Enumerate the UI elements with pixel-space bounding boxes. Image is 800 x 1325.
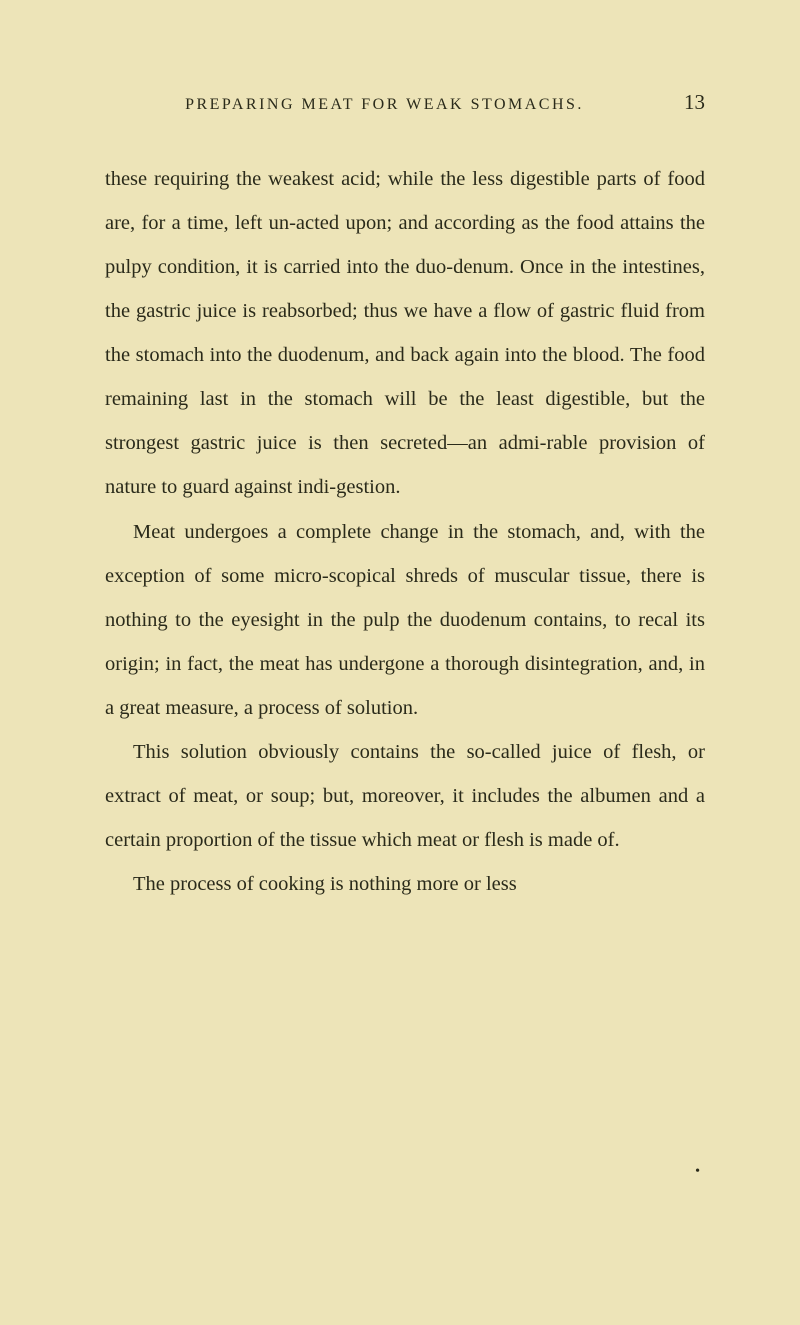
running-title: PREPARING MEAT FOR WEAK STOMACHS. <box>105 96 664 114</box>
paragraph-1: these requiring the weakest acid; while … <box>105 157 705 510</box>
paragraph-2: Meat undergoes a complete change in the … <box>105 510 705 730</box>
paragraph-3: This solution obviously contains the so-… <box>105 730 705 862</box>
bullet-mark: • <box>695 1164 700 1180</box>
page-header: PREPARING MEAT FOR WEAK STOMACHS. 13 <box>105 90 705 115</box>
body-text: these requiring the weakest acid; while … <box>105 157 705 906</box>
paragraph-4: The process of cooking is nothing more o… <box>105 862 705 906</box>
page-number: 13 <box>684 90 705 115</box>
